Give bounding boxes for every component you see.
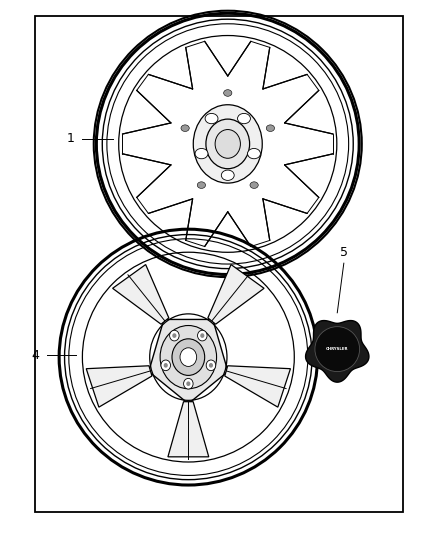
Ellipse shape — [209, 363, 213, 368]
Polygon shape — [113, 264, 169, 324]
Ellipse shape — [170, 330, 179, 341]
Ellipse shape — [184, 378, 193, 389]
Text: 5: 5 — [340, 246, 348, 259]
Polygon shape — [168, 402, 209, 457]
Ellipse shape — [160, 326, 216, 389]
Polygon shape — [86, 366, 152, 407]
Ellipse shape — [164, 363, 168, 368]
Ellipse shape — [172, 333, 177, 338]
Ellipse shape — [315, 327, 360, 372]
Ellipse shape — [186, 382, 191, 386]
Ellipse shape — [181, 125, 189, 132]
Ellipse shape — [221, 170, 234, 180]
Text: 1: 1 — [67, 132, 74, 146]
Polygon shape — [149, 319, 228, 403]
Ellipse shape — [193, 104, 262, 183]
Ellipse shape — [180, 348, 197, 366]
Ellipse shape — [266, 125, 275, 132]
Ellipse shape — [224, 90, 232, 96]
Polygon shape — [306, 320, 369, 382]
Ellipse shape — [161, 360, 170, 370]
Ellipse shape — [172, 339, 205, 375]
Ellipse shape — [195, 149, 208, 159]
Ellipse shape — [237, 114, 251, 124]
Polygon shape — [225, 366, 290, 407]
Ellipse shape — [197, 182, 205, 189]
Ellipse shape — [215, 130, 240, 158]
Text: 4: 4 — [31, 349, 39, 361]
Ellipse shape — [198, 330, 207, 341]
Ellipse shape — [206, 119, 250, 169]
Ellipse shape — [206, 360, 215, 370]
Bar — [35, 16, 403, 512]
Text: CHRYSLER: CHRYSLER — [326, 347, 349, 351]
Ellipse shape — [250, 182, 258, 189]
Polygon shape — [208, 264, 264, 324]
Ellipse shape — [205, 114, 218, 124]
Ellipse shape — [247, 149, 261, 159]
Ellipse shape — [200, 333, 205, 338]
